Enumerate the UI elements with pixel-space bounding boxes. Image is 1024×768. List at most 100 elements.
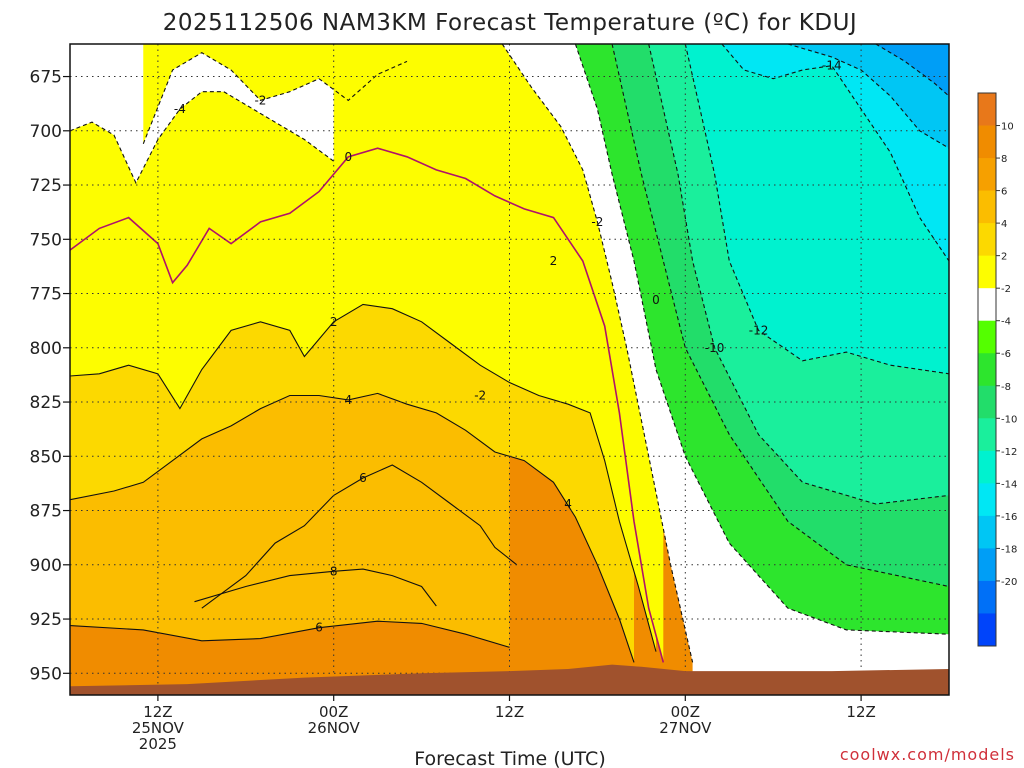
y-tick-label: 800 (30, 339, 62, 359)
colorbar-swatch (978, 93, 996, 127)
colorbar-tick-label: -10 (1001, 414, 1017, 425)
isotherm-label: -10 (705, 341, 725, 355)
y-tick-label: 925 (30, 610, 62, 630)
colorbar-swatch (978, 450, 996, 484)
x-tick-label: 2025 (139, 735, 177, 753)
isotherm-label: 2 (330, 315, 338, 329)
colorbar-swatch (978, 288, 996, 322)
x-axis-label: Forecast Time (UTC) (414, 748, 605, 768)
colorbar-tick-label: 8 (1001, 154, 1007, 165)
isotherm-line (201, 464, 518, 609)
isotherm-line (875, 44, 949, 97)
colorbar-swatch (978, 580, 996, 614)
grid-lines (70, 44, 949, 695)
colorbar-tick-label: -16 (1001, 512, 1017, 523)
band-fill-right--12 (685, 44, 949, 695)
isotherm-line (70, 91, 335, 185)
credit-text: coolwx.com/models (840, 745, 1015, 764)
isotherm-line (611, 44, 949, 588)
colorbar-tick-label: -8 (1001, 382, 1011, 393)
band-fill-right--16 (787, 44, 949, 695)
colorbar-tick-label: -18 (1001, 544, 1017, 555)
colorbar-swatch (978, 353, 996, 387)
colorbar-swatch (978, 158, 996, 192)
isotherm-label: -2 (254, 93, 266, 107)
isotherm-line (194, 568, 437, 607)
colorbar-swatch (978, 223, 996, 257)
y-tick-label: 675 (30, 68, 62, 88)
colorbar-swatch (978, 483, 996, 517)
isotherm-line (721, 44, 949, 262)
y-tick-label: 850 (30, 447, 62, 467)
isotherm-label: -2 (474, 389, 486, 403)
y-tick-label: 900 (30, 556, 62, 576)
plot-area (70, 44, 949, 695)
colorbar-swatch (978, 125, 996, 159)
colorbar-tick-label: -14 (1001, 479, 1017, 490)
x-tick-label: 25NOV (132, 719, 185, 737)
isotherm-labels: 8 6 6 4 2 0 -2 -2 -4 -10 -12 -14 0 2 -2 4 (174, 59, 842, 635)
y-tick-label: 700 (30, 122, 62, 142)
colorbar-tick-label: 10 (1001, 122, 1014, 133)
colorbar-swatch (978, 190, 996, 224)
chart-title: 2025112506 NAM3KM Forecast Temperature (… (163, 10, 857, 36)
colorbar-tick-label: -6 (1001, 349, 1011, 360)
isotherm-label: -2 (591, 215, 603, 229)
terrain-fill (70, 664, 949, 695)
colorbar-tick-label: -4 (1001, 317, 1011, 328)
band-fill-minus2-pocket (143, 44, 407, 144)
y-tick-label: 750 (30, 230, 62, 250)
isotherm-label: 0 (345, 150, 353, 164)
isotherm-line (70, 620, 510, 648)
colorbar-swatch (978, 255, 996, 289)
isotherm-label: -14 (822, 59, 842, 73)
y-tick-label: 725 (30, 176, 62, 196)
colorbar-frame (977, 92, 997, 647)
isotherm-label: 6 (359, 471, 367, 485)
colorbar-swatch (978, 385, 996, 419)
colorbar-tick-label: -20 (1001, 577, 1017, 588)
isotherm-line (684, 44, 949, 375)
colorbar-tick-label: -2 (1001, 284, 1011, 295)
x-tick-label: 12Z (495, 703, 524, 721)
isotherm-label: -4 (174, 102, 186, 116)
isotherm-label: -12 (749, 323, 769, 337)
isotherm-line (70, 147, 665, 663)
y-tick-label: 950 (30, 664, 62, 684)
y-tick-label: 875 (30, 502, 62, 522)
colorbar-tick-label: -12 (1001, 447, 1017, 458)
colorbar-swatch (978, 548, 996, 582)
temperature-fill-bands (70, 44, 949, 695)
colorbar-tick-label: 2 (1001, 252, 1007, 263)
y-tick-label: 775 (30, 285, 62, 305)
colorbar-swatch (978, 613, 996, 647)
isotherm-label: 0 (652, 293, 660, 307)
x-tick-label: 12Z (846, 703, 875, 721)
isotherm-line (142, 52, 408, 145)
isotherm-label: 2 (550, 254, 558, 268)
y-axis: 675 700 725 750 775 800 825 850 875 900 925 950 (30, 68, 70, 684)
x-tick-label: 12Z (143, 703, 172, 721)
x-tick-label: 26NOV (308, 719, 361, 737)
isotherm-label: 4 (345, 393, 353, 407)
isotherm-line (70, 392, 635, 663)
isotherm-line (787, 44, 949, 149)
isotherm-label: 6 (315, 621, 323, 635)
colorbar: 10 8 6 4 2 -2 -4 -6 -8 -10 -12 -14 -16 -18 -20 (977, 92, 1017, 647)
colorbar-tick-label: 4 (1001, 219, 1007, 230)
isotherm-label: 8 (330, 564, 338, 578)
colorbar-swatch (978, 418, 996, 452)
colorbar-swatch (978, 320, 996, 354)
isotherm-label: 4 (564, 497, 572, 511)
colorbar-tick-label: 6 (1001, 187, 1007, 198)
x-tick-label: 00Z (671, 703, 700, 721)
y-tick-label: 825 (30, 393, 62, 413)
isotherm-line (70, 303, 657, 652)
band-fill-0 (70, 44, 664, 663)
x-tick-label: 27NOV (659, 719, 712, 737)
x-tick-label: 00Z (319, 703, 348, 721)
colorbar-swatch (978, 515, 996, 549)
isotherm-line (574, 44, 949, 635)
